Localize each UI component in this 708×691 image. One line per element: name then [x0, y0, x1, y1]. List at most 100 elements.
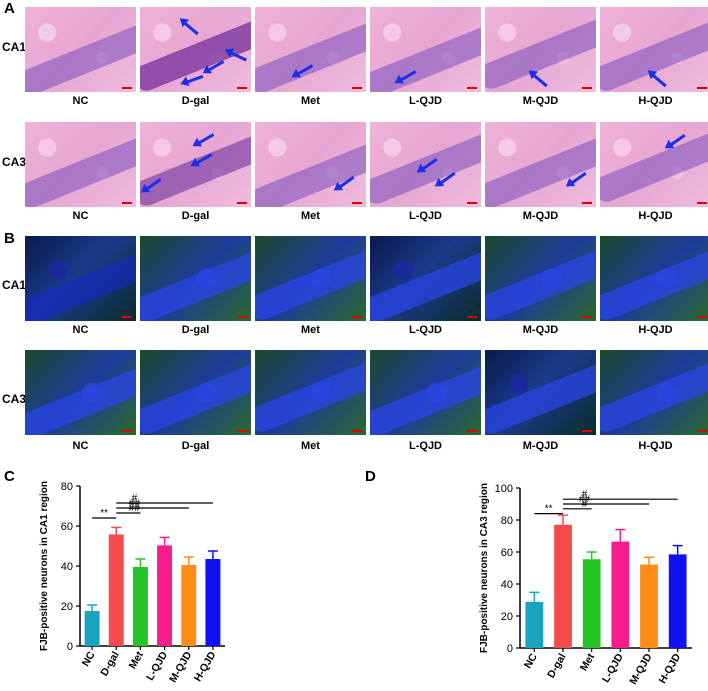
fjb-ca1-nc-image	[25, 236, 136, 321]
he-ca1-mqjd-image	[485, 7, 596, 92]
he-ca1-hqjd-image	[600, 7, 708, 92]
fjb-ca3-lqjd-image	[370, 350, 481, 435]
x-tick-label: Met	[578, 651, 598, 673]
chart-c-ca1-fjb: 0 20 40 60 80 FJB-positive neurons in CA1 reg…	[39, 481, 225, 685]
row-label-ca1-he: CA1	[2, 40, 27, 54]
arrow-icon	[651, 73, 667, 88]
label-fjb-ca1-hqjd: H-QJD	[638, 324, 673, 336]
row-label-ca3-he: CA3	[2, 155, 27, 169]
label-he-ca3-met: Met	[301, 210, 320, 222]
bar-met	[582, 559, 601, 648]
he-ca1-dgal-image	[140, 7, 251, 92]
panel-letter-c: C	[4, 468, 15, 485]
label-he-ca1-met: Met	[301, 95, 320, 107]
label-he-ca1-hqjd: H-QJD	[638, 95, 673, 107]
he-ca3-dgal-image	[140, 122, 251, 207]
x-tick-label: M-QJD	[167, 649, 195, 685]
y-tick-label: 0	[67, 641, 73, 653]
x-tick-label: H-QJD	[192, 649, 219, 684]
label-he-ca1-lqjd: L-QJD	[409, 95, 442, 107]
label-fjb-ca1-dgal: D-gal	[181, 324, 210, 336]
y-tick-label: 60	[61, 521, 73, 533]
bar-nc	[525, 601, 544, 648]
y-tick-label: 40	[501, 579, 513, 591]
label-he-ca3-nc: NC	[72, 210, 89, 222]
bar-m-qjd	[640, 564, 658, 648]
fjb-ca3-mqjd-image	[485, 350, 596, 435]
chart-d-ca3-fjb: 0 20 40 60 80 100 FJB-positive neurons in CA3 …	[479, 483, 692, 687]
fjb-ca3-dgal-image	[140, 350, 251, 435]
bar-met	[132, 567, 148, 646]
y-tick-label: 80	[501, 515, 513, 527]
label-he-ca3-mqjd: M-QJD	[522, 210, 559, 222]
significance-label: **	[545, 504, 553, 515]
y-tick-label: 100	[495, 483, 513, 495]
label-fjb-ca3-lqjd: L-QJD	[409, 440, 442, 452]
label-fjb-ca3-mqjd: M-QJD	[522, 440, 559, 452]
label-fjb-ca1-nc: NC	[72, 324, 89, 336]
y-tick-label: 60	[501, 547, 513, 559]
he-ca3-nc-image	[25, 122, 136, 207]
y-tick-label: 0	[507, 643, 513, 655]
y-tick-label: 80	[61, 481, 73, 493]
he-ca3-mqjd-image	[485, 122, 596, 207]
fjb-ca3-nc-image	[25, 350, 136, 435]
label-he-ca3-dgal: D-gal	[181, 210, 210, 222]
y-axis-label: FJB-positive neurons in CA3 region	[479, 483, 490, 653]
label-fjb-ca3-hqjd: H-QJD	[638, 440, 673, 452]
he-ca1-met-image	[255, 7, 366, 92]
bar-m-qjd	[181, 565, 197, 646]
arrow-icon	[197, 133, 215, 145]
fjb-ca1-dgal-image	[140, 236, 251, 321]
bar-h-qjd	[205, 559, 221, 646]
significance-label: **	[100, 508, 108, 519]
label-fjb-ca3-met: Met	[301, 440, 320, 452]
bar-d-gal	[554, 524, 572, 648]
arrow-icon	[532, 73, 548, 88]
significance-label: #	[132, 493, 138, 504]
x-tick-label: H-QJD	[657, 651, 684, 686]
label-he-ca3-lqjd: L-QJD	[409, 210, 442, 222]
arrow-icon	[185, 74, 204, 84]
x-tick-label: Met	[127, 649, 147, 671]
fjb-ca3-hqjd-image	[600, 350, 708, 435]
x-tick-label: L-QJD	[144, 649, 170, 683]
y-tick-label: 20	[61, 601, 73, 613]
he-ca1-nc-image	[25, 7, 136, 92]
label-fjb-ca1-mqjd: M-QJD	[522, 324, 559, 336]
x-tick-label: L-QJD	[600, 651, 626, 685]
fjb-ca1-mqjd-image	[485, 236, 596, 321]
x-tick-label: M-QJD	[627, 651, 655, 687]
bar-l-qjd	[157, 545, 173, 646]
y-tick-label: 40	[61, 561, 73, 573]
x-tick-label: D-gal	[545, 651, 569, 680]
bar-l-qjd	[611, 541, 630, 648]
he-ca3-hqjd-image	[600, 122, 708, 207]
arrow-icon	[183, 21, 199, 36]
he-ca1-lqjd-image	[370, 7, 481, 92]
bar-d-gal	[108, 534, 124, 646]
bar-h-qjd	[668, 554, 687, 648]
label-he-ca1-nc: NC	[72, 95, 89, 107]
he-ca3-lqjd-image	[370, 122, 481, 207]
row-label-ca1-fjb: CA1	[2, 278, 27, 292]
label-fjb-ca3-dgal: D-gal	[181, 440, 210, 452]
significance-label: #	[582, 489, 588, 500]
x-tick-label: NC	[522, 651, 540, 670]
label-he-ca1-mqjd: M-QJD	[522, 95, 559, 107]
fjb-ca1-lqjd-image	[370, 236, 481, 321]
label-fjb-ca1-met: Met	[301, 324, 320, 336]
he-ca3-met-image	[255, 122, 366, 207]
label-fjb-ca3-nc: NC	[72, 440, 89, 452]
fjb-ca1-hqjd-image	[600, 236, 708, 321]
panel-letter-a: A	[4, 0, 15, 17]
fjb-ca3-met-image	[255, 350, 366, 435]
label-he-ca3-hqjd: H-QJD	[638, 210, 673, 222]
label-he-ca1-dgal: D-gal	[181, 95, 210, 107]
label-fjb-ca1-lqjd: L-QJD	[409, 324, 442, 336]
row-label-ca3-fjb: CA3	[2, 392, 27, 406]
y-tick-label: 20	[501, 611, 513, 623]
x-tick-label: D-gal	[98, 649, 122, 678]
fjb-ca1-met-image	[255, 236, 366, 321]
bar-nc	[84, 611, 100, 646]
